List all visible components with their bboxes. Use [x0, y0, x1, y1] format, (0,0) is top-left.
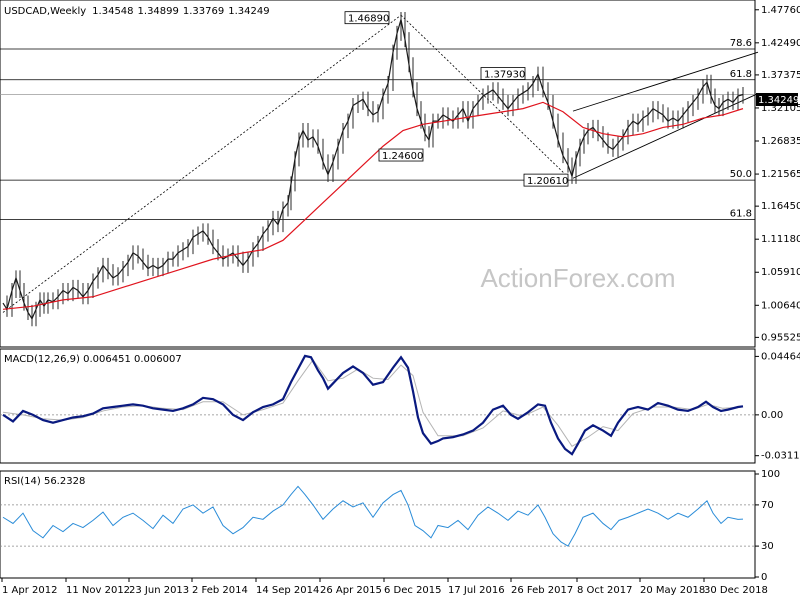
price-panel-frame — [0, 0, 756, 348]
rsi-tick-label: 30 — [761, 541, 774, 552]
fib-level-label: 78.6 — [730, 38, 752, 49]
macd-y-ticks: 0.044642 0.00 -0.031183 — [0, 351, 800, 462]
price-tick-label: 1.11180 — [761, 234, 800, 245]
swing-lines — [2, 14, 569, 313]
channel-lower-line — [572, 93, 759, 179]
swing-label: 1.20610 — [527, 176, 568, 187]
date-tick-label: 26 Apr 2015 — [320, 585, 382, 596]
swing-label: 1.46890 — [348, 14, 389, 25]
date-tick-label: 11 Nov 2012 — [66, 585, 130, 596]
rsi-tick-label: 100 — [761, 469, 780, 480]
date-tick-label: 8 Oct 2017 — [577, 585, 632, 596]
price-panel-title: USDCAD,Weekly 1.34548 1.34899 1.33769 1.3424… — [4, 6, 270, 17]
date-tick-label: 14 Sep 2014 — [256, 585, 319, 596]
price-tick-label: 1.37375 — [761, 70, 800, 81]
swing-label: 1.24600 — [382, 151, 423, 162]
rsi-line — [2, 485, 744, 547]
price-tick-label: 1.47760 — [761, 5, 800, 16]
date-tick-label: 1 Apr 2012 — [2, 585, 57, 596]
date-tick-label: 20 May 2018 — [640, 585, 705, 596]
moving-average-line — [2, 101, 744, 310]
rsi-tick-label: 0 — [761, 572, 767, 583]
date-tick-label: 17 Jul 2016 — [448, 585, 505, 596]
price-channel — [572, 51, 759, 179]
price-tick-label: 1.00640 — [761, 300, 800, 311]
price-tick-label: 1.21565 — [761, 169, 800, 180]
swing-label-box — [378, 148, 424, 162]
price-tick-label: 1.16450 — [761, 201, 800, 212]
current-price-marker: 1.34249 — [756, 93, 799, 106]
svg-text:1.34249: 1.34249 — [758, 95, 799, 106]
price-tick-label: 1.32105 — [761, 103, 800, 114]
swing-label-box — [480, 67, 526, 80]
macd-panel-title: MACD(12,26,9) 0.006451 0.006007 — [4, 354, 182, 365]
macd-tick-label: 0.00 — [761, 410, 783, 421]
rsi-y-ticks: 100 70 30 0 — [0, 469, 780, 583]
price-tick-label: 1.26835 — [761, 136, 800, 147]
price-tick-label: 1.05910 — [761, 267, 800, 278]
swing-label-box — [523, 173, 569, 187]
macd-tick-label: -0.031183 — [761, 451, 800, 462]
date-tick-label: 23 Jun 2013 — [129, 585, 189, 596]
date-tick-label: 6 Dec 2015 — [384, 585, 442, 596]
macd-series — [2, 354, 744, 456]
macd-tick-label: 0.044642 — [761, 351, 800, 362]
date-tick-label: 26 Feb 2017 — [511, 585, 573, 596]
price-line — [2, 19, 744, 321]
rsi-panel-frame — [0, 470, 756, 579]
swing-labels: 1.46890 1.37930 1.24600 1.20610 — [344, 11, 569, 187]
swing-dashed-line — [2, 14, 402, 313]
price-tick-label: 1.42490 — [761, 38, 800, 49]
fib-level-label: 50.0 — [730, 169, 752, 180]
swing-label-box — [344, 11, 390, 25]
rsi-series — [2, 485, 744, 547]
rsi-panel-title: RSI(14) 56.2328 — [4, 476, 85, 487]
date-tick-label: 30 Dec 2018 — [704, 585, 768, 596]
swing-dashed-line — [400, 14, 569, 178]
fibonacci-levels: 78.6 61.8 50.0 61.8 — [0, 38, 755, 221]
fib-level-label: 61.8 — [730, 69, 752, 80]
swing-label: 1.37930 — [484, 69, 525, 80]
price-y-ticks: 1.47760 1.42490 1.37375 1.32105 1.26835 1.215… — [755, 5, 800, 343]
rsi-tick-label: 70 — [761, 500, 774, 511]
price-tick-label: 0.95525 — [761, 332, 800, 343]
date-tick-label: 2 Feb 2014 — [192, 585, 248, 596]
macd-line — [2, 354, 744, 456]
price-series — [2, 12, 744, 327]
watermark: ActionForex.com — [480, 263, 675, 293]
channel-upper-line — [572, 51, 759, 112]
fib-level-label: 61.8 — [730, 209, 752, 220]
